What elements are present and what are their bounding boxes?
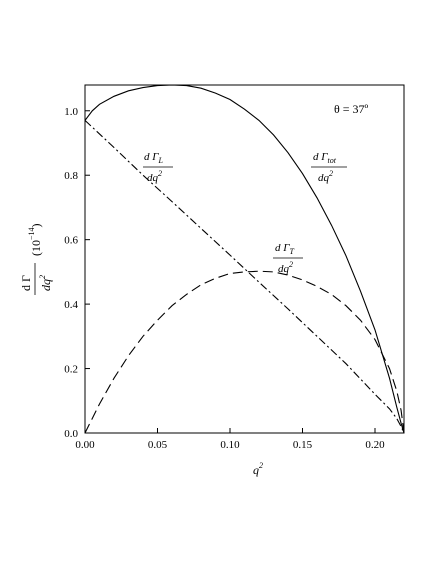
label-tot-denominator: dq2 <box>318 169 333 184</box>
x-axis: 0.00 0.05 0.10 0.15 0.20 <box>75 428 385 451</box>
label-tot-numerator: d Γtot <box>313 151 337 165</box>
y-tick-label: 1.0 <box>64 106 78 118</box>
x-axis-label: q2 <box>253 461 263 477</box>
x-tick-label: 0.00 <box>75 439 95 451</box>
y-tick-label: 0.6 <box>64 235 78 247</box>
y-label-unit: (10−14) <box>27 223 43 256</box>
y-tick-label: 0.8 <box>64 170 78 182</box>
series-group <box>84 84 405 434</box>
y-label-denominator: dq2 <box>38 275 53 291</box>
series-line-T <box>84 270 405 434</box>
label-tot: d Γtot dq2 <box>311 151 347 184</box>
y-axis: 0.0 0.2 0.4 0.6 0.8 1.0 <box>64 106 90 440</box>
label-L-denominator: dq2 <box>147 169 162 184</box>
y-label-numerator: d Γ <box>19 275 33 291</box>
label-T-denominator: dq2 <box>278 260 293 275</box>
y-tick-label: 0.4 <box>64 299 78 311</box>
x-tick-label: 0.20 <box>365 439 385 451</box>
y-axis-label: d Γ dq2 (10−14) <box>19 223 53 295</box>
x-tick-label: 0.05 <box>148 439 168 451</box>
series-line-L <box>84 119 405 434</box>
angle-annotation: θ = 37º <box>334 102 369 116</box>
label-T: d ΓT dq2 <box>273 242 303 275</box>
label-T-numerator: d ΓT <box>275 242 295 256</box>
x-tick-label: 0.10 <box>220 439 240 451</box>
y-tick-label: 0.0 <box>64 428 78 440</box>
y-tick-label: 0.2 <box>64 364 78 376</box>
x-tick-label: 0.15 <box>293 439 313 451</box>
series-line-tot <box>84 84 405 434</box>
label-L: d ΓL dq2 <box>143 151 173 184</box>
plot-frame <box>84 84 405 434</box>
label-L-numerator: d ΓL <box>144 151 164 165</box>
